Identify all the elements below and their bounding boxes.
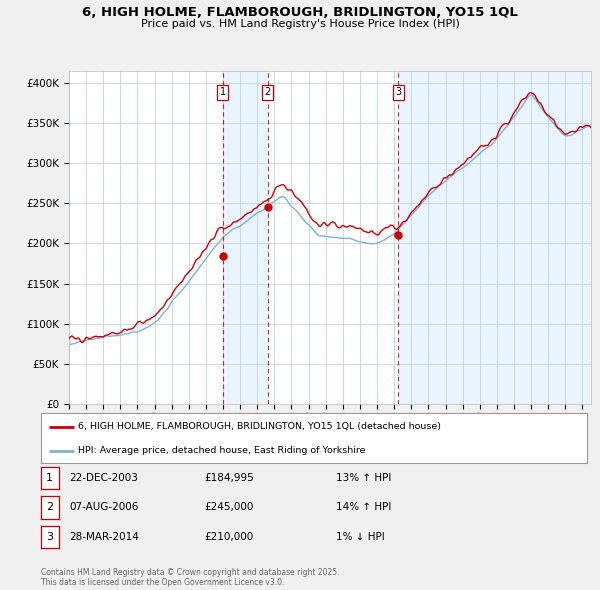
Text: £184,995: £184,995: [204, 473, 254, 483]
Text: 3: 3: [46, 532, 53, 542]
Text: 1: 1: [46, 473, 53, 483]
Text: 2: 2: [46, 503, 53, 512]
Text: 6, HIGH HOLME, FLAMBOROUGH, BRIDLINGTON, YO15 1QL (detached house): 6, HIGH HOLME, FLAMBOROUGH, BRIDLINGTON,…: [78, 422, 441, 431]
Text: 1% ↓ HPI: 1% ↓ HPI: [336, 532, 385, 542]
Bar: [223, 71, 268, 404]
Text: 13% ↑ HPI: 13% ↑ HPI: [336, 473, 391, 483]
Text: 22-DEC-2003: 22-DEC-2003: [69, 473, 138, 483]
Text: HPI: Average price, detached house, East Riding of Yorkshire: HPI: Average price, detached house, East…: [78, 446, 365, 455]
Text: 2: 2: [265, 87, 271, 97]
Text: Price paid vs. HM Land Registry's House Price Index (HPI): Price paid vs. HM Land Registry's House …: [140, 19, 460, 29]
Text: 3: 3: [395, 87, 401, 97]
Text: 1: 1: [220, 87, 226, 97]
Bar: [398, 71, 591, 404]
Text: 6, HIGH HOLME, FLAMBOROUGH, BRIDLINGTON, YO15 1QL: 6, HIGH HOLME, FLAMBOROUGH, BRIDLINGTON,…: [82, 6, 518, 19]
Text: 07-AUG-2006: 07-AUG-2006: [69, 503, 139, 512]
Text: Contains HM Land Registry data © Crown copyright and database right 2025.
This d: Contains HM Land Registry data © Crown c…: [41, 568, 340, 587]
Text: £210,000: £210,000: [204, 532, 253, 542]
Text: 28-MAR-2014: 28-MAR-2014: [69, 532, 139, 542]
Text: £245,000: £245,000: [204, 503, 253, 512]
Text: 14% ↑ HPI: 14% ↑ HPI: [336, 503, 391, 512]
